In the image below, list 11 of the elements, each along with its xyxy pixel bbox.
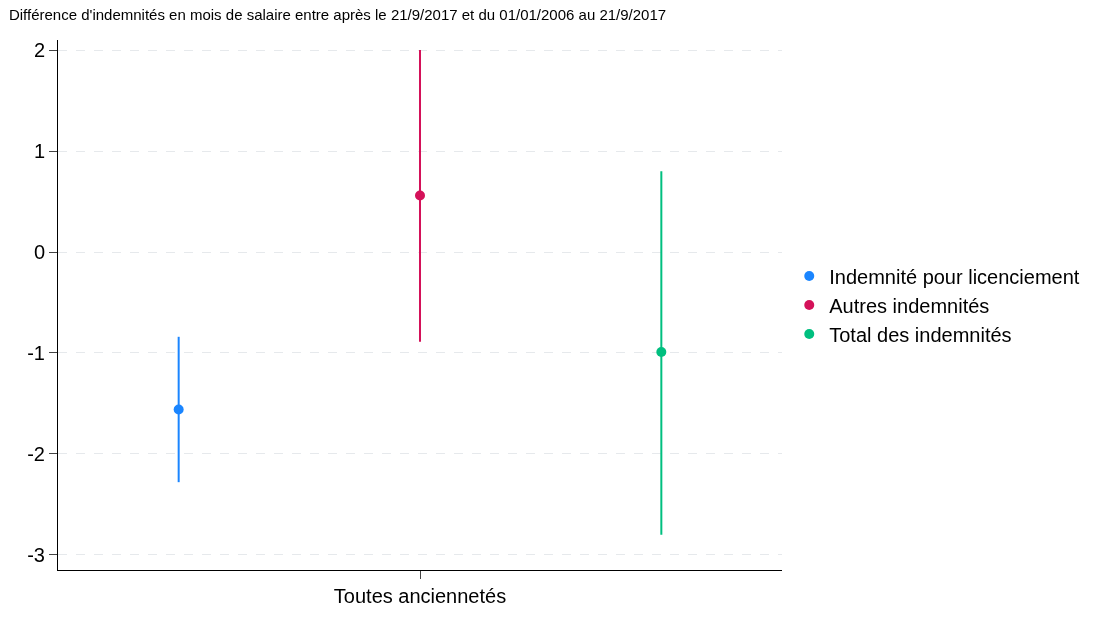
x-tick-label: Toutes anciennetés	[333, 585, 507, 607]
y-tick-label: 1	[33, 140, 45, 163]
legend-label: Indemnité pour licenciement	[829, 265, 1080, 288]
chart-title: Différence d'indemnités en mois de salaire entre après le 21/9/2017 et du 01/01/2006 au 21/9/2017	[8, 5, 667, 23]
legend-label: Autres indemnités	[829, 294, 990, 317]
y-tick-label: -2	[27, 442, 45, 465]
y-tick-label: 0	[33, 241, 45, 263]
y-tick-label: 2	[33, 39, 45, 62]
y-tick-label: -3	[27, 543, 45, 566]
y-tick-label: -1	[27, 341, 45, 364]
legend-label: Total des indemnités	[829, 323, 1012, 346]
